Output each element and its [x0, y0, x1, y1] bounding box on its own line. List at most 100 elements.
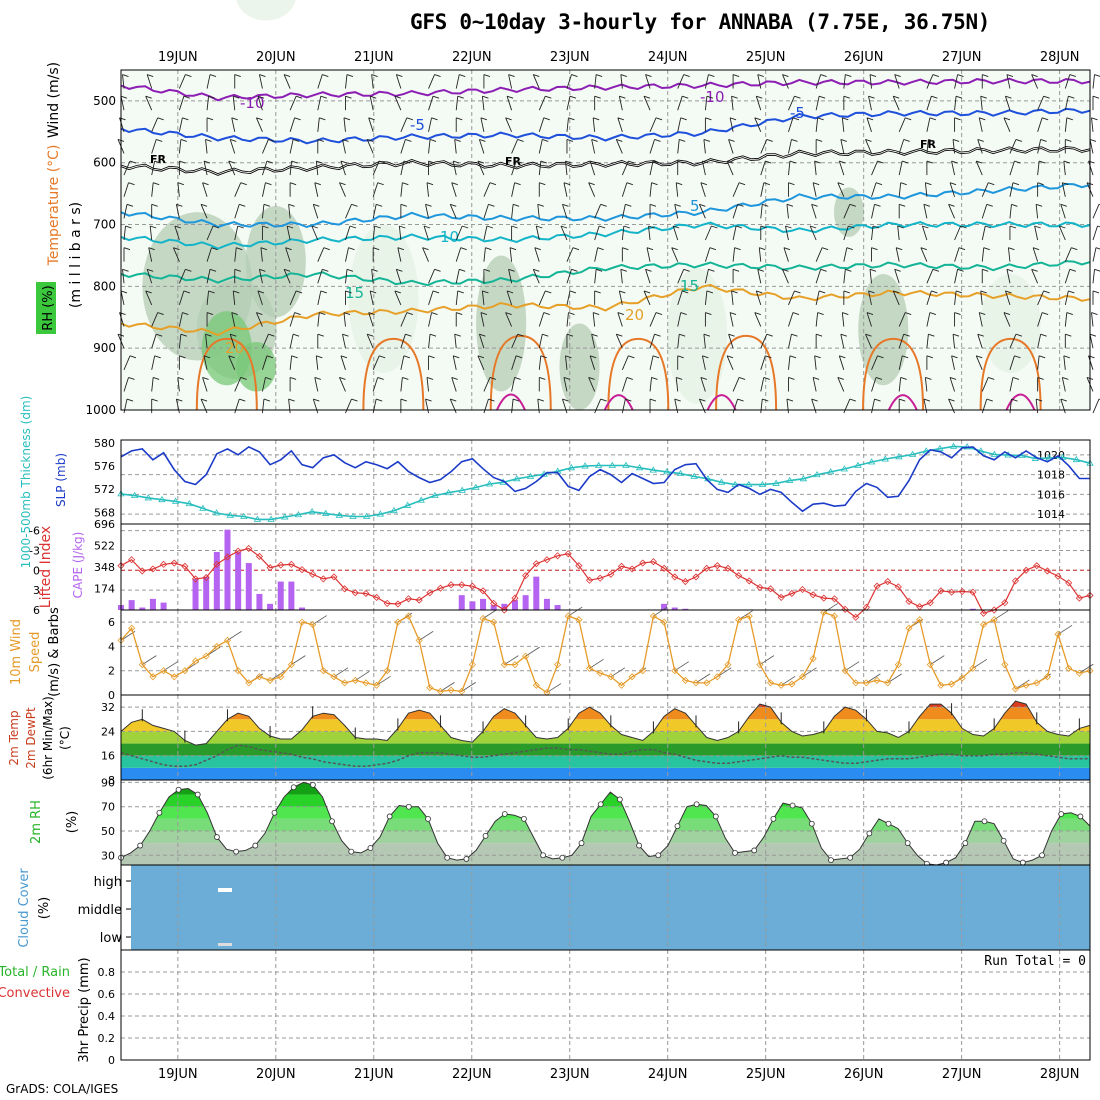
data-marker: [309, 621, 317, 629]
date-label: 27JUN: [942, 50, 982, 65]
data-marker: [990, 616, 998, 624]
date-label: 27JUN: [942, 1067, 982, 1082]
cape-bar: [192, 579, 199, 610]
wind-barb: [868, 95, 875, 99]
data-marker: [362, 512, 371, 519]
wind-barb: [262, 355, 268, 370]
wind-barb: [351, 398, 358, 402]
wind-barb: [820, 268, 827, 272]
rh-fill: [121, 782, 1090, 865]
data-marker: [485, 480, 494, 487]
wind-barb: [760, 334, 768, 349]
wind-barb: [506, 96, 513, 111]
wind-barb: [986, 203, 993, 207]
wind-barb: [1068, 290, 1075, 294]
data-marker: [751, 847, 758, 854]
wind-barb: [1064, 269, 1071, 284]
date-label: 21JUN: [354, 50, 394, 65]
wind-barb: [1003, 117, 1011, 132]
data-marker: [348, 848, 355, 855]
wind-barb: [957, 74, 964, 77]
wind-barb: [200, 398, 208, 402]
wind-barb: [905, 312, 912, 315]
wind-barb: [869, 74, 877, 77]
data-marker: [840, 465, 849, 472]
wind-barb: [506, 290, 513, 306]
wind-barb: [954, 247, 960, 262]
wind-barb: [1035, 203, 1043, 207]
data-marker: [756, 583, 764, 592]
wind-barb: [589, 658, 604, 669]
wind-barb: [206, 74, 211, 89]
wind-barb: [594, 398, 602, 414]
data-marker: [309, 570, 317, 578]
data-marker: [1001, 599, 1009, 607]
wind-barb: [317, 290, 322, 306]
wind-barb: [396, 74, 403, 77]
data-marker: [867, 458, 876, 465]
wind-barb: [317, 74, 323, 89]
cape-bar: [671, 607, 678, 610]
wind-barb: [202, 182, 209, 186]
data-marker: [322, 509, 330, 516]
wind-barb: [1035, 204, 1039, 219]
wind-barb: [455, 96, 459, 111]
wind-barb: [289, 334, 294, 349]
wind-barb: [814, 355, 821, 359]
isotherm-line: [862, 337, 925, 411]
wind-barb: [789, 355, 797, 359]
wind-barb: [372, 355, 380, 370]
wind-barb: [1088, 355, 1094, 370]
wind-barb: [600, 398, 607, 402]
date-label: 24JUN: [648, 50, 688, 65]
data-marker: [404, 612, 413, 620]
y-tick-label: 696: [94, 518, 115, 531]
data-marker: [426, 589, 434, 597]
wind-barb: [649, 334, 655, 349]
data-marker: [979, 621, 988, 629]
wind-barb: [1091, 117, 1098, 121]
wind-barb: [811, 398, 817, 414]
panel-frame: [120, 609, 1091, 696]
date-label: 28JUN: [1040, 1067, 1080, 1082]
wind-barb: [1037, 355, 1040, 370]
data-marker: [596, 669, 604, 677]
wind-barb: [283, 268, 291, 272]
wind-barb: [311, 225, 319, 241]
wind-barb: [1092, 398, 1100, 414]
wind-barb: [840, 139, 847, 142]
rh-shade: [348, 224, 419, 373]
wind-barb: [394, 96, 402, 111]
data-marker: [330, 573, 338, 581]
wind-barb: [843, 290, 850, 294]
wind-barb: [840, 333, 847, 337]
wind-barb: [591, 139, 596, 154]
wind-barb: [538, 117, 545, 132]
wind-barb: [349, 225, 357, 229]
data-marker: [881, 455, 889, 462]
wind-barb: [894, 74, 900, 89]
wind-barb: [234, 225, 239, 241]
data-marker: [948, 680, 956, 688]
wind-barb: [566, 247, 574, 262]
wind-barb: [542, 333, 549, 337]
data-marker: [149, 673, 157, 681]
wind-barb: [231, 312, 236, 327]
data-marker: [628, 673, 636, 681]
wind-barb: [289, 355, 293, 370]
data-marker: [581, 462, 589, 469]
wind-barb: [780, 675, 796, 686]
wind-barb: [734, 247, 741, 251]
wind-barb: [461, 682, 476, 692]
wind-barb: [788, 161, 791, 176]
wind-barb: [261, 399, 265, 414]
isotherm-line: [496, 393, 526, 411]
wind-barb: [291, 160, 298, 164]
data-marker: [809, 591, 817, 599]
wind-barb: [283, 269, 291, 284]
data-marker: [852, 679, 860, 687]
y-tick-label: 500: [93, 94, 116, 108]
wind-barb: [145, 96, 153, 111]
wind-barb: [980, 95, 987, 99]
wind-barb: [728, 139, 734, 154]
